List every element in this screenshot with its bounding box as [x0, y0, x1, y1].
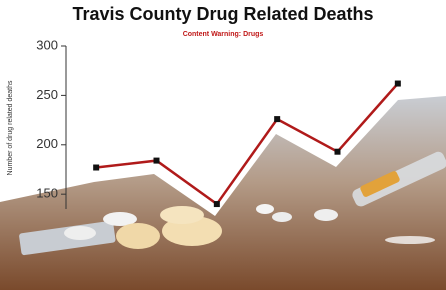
y-tick-label: 150	[36, 186, 58, 201]
chart-title: Travis County Drug Related Deaths	[72, 4, 373, 24]
data-point	[335, 149, 341, 155]
data-point	[395, 81, 401, 87]
y-tick-label: 300	[36, 37, 58, 52]
data-point	[214, 201, 220, 207]
y-tick-label: 250	[36, 87, 58, 102]
chart-subtitle: Content Warning: Drugs	[183, 31, 264, 38]
chart: Travis County Drug Related Deaths Conten…	[0, 0, 446, 290]
data-point	[274, 116, 280, 122]
y-axis-label: Number of drug related deaths	[7, 80, 14, 175]
data-point	[93, 165, 99, 171]
y-tick-label: 200	[36, 136, 58, 151]
data-point	[154, 158, 160, 164]
